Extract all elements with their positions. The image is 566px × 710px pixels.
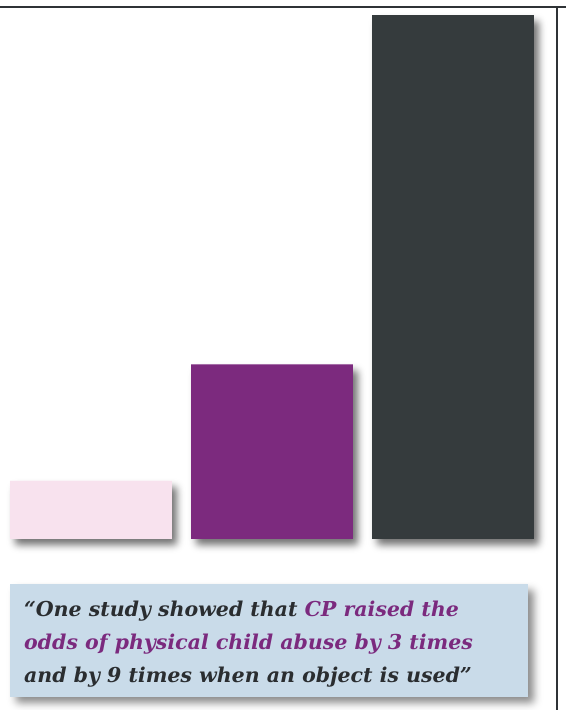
top-rule	[0, 6, 566, 8]
bar-2	[191, 364, 353, 539]
right-rule	[556, 6, 558, 710]
bars-group	[10, 15, 534, 539]
bar-chart	[10, 15, 534, 539]
quote-line-1-start: “One study showed that	[24, 597, 305, 621]
quote-box: “One study showed that CP raised the odd…	[10, 584, 528, 697]
bar-3	[372, 15, 534, 539]
quote-line-2: odds of physical child abuse by 3 times	[24, 630, 473, 654]
quote-line-1: “One study showed that CP raised the	[24, 593, 522, 626]
bar-1	[10, 480, 172, 539]
quote-line-3: and by 9 times when an object is used”	[24, 663, 472, 687]
quote-highlight-1: CP raised the	[304, 597, 459, 621]
